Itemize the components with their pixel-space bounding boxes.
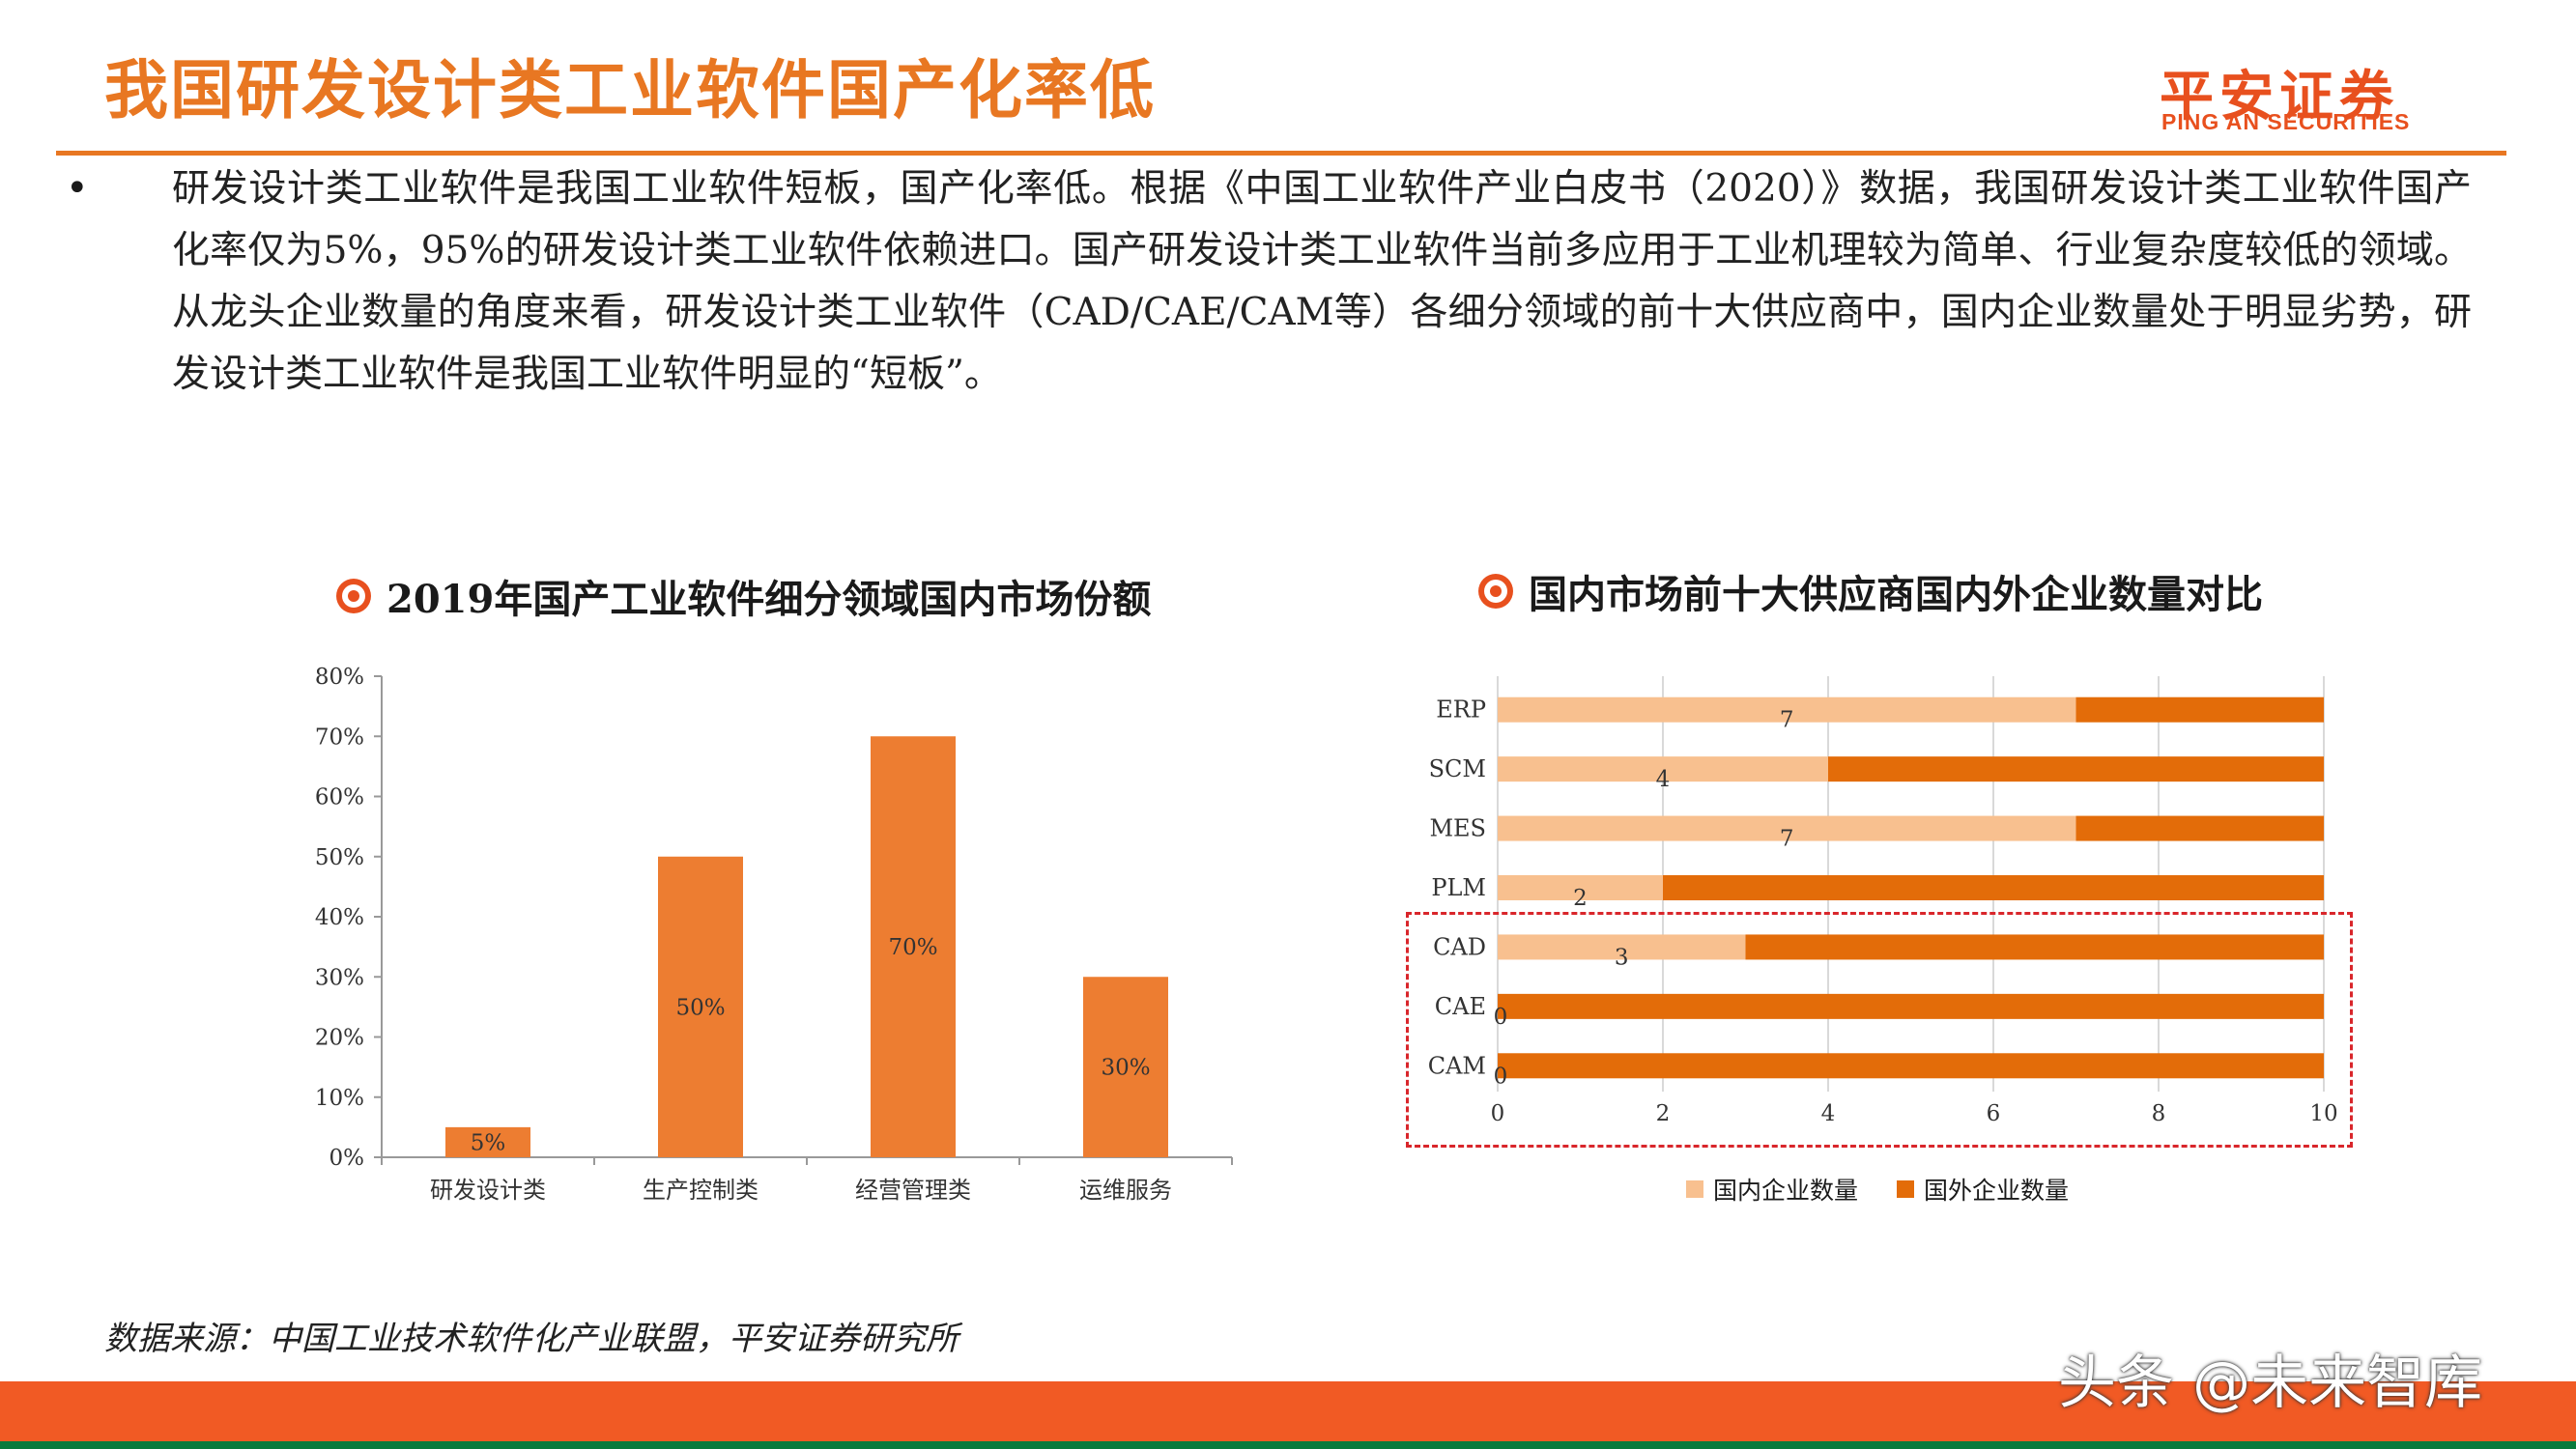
y-tick-label: 0% (329, 1146, 365, 1171)
y-tick-label: 70% (315, 724, 364, 750)
chart1-title-row: 2019年国产工业软件细分领域国内市场份额 (336, 568, 1151, 624)
x-tick-label: 6 (1987, 1101, 2001, 1126)
y-tick-label: PLM (1431, 874, 1486, 901)
data-label: 3 (1615, 945, 1629, 970)
bar-foreign (1498, 993, 2324, 1019)
data-label: 0 (1494, 1064, 1508, 1089)
data-label: 0 (1494, 1005, 1508, 1030)
bar-domestic (1498, 756, 1828, 782)
legend-label-foreign: 国外企业数量 (1924, 1177, 2070, 1205)
legend-label-domestic: 国内企业数量 (1713, 1177, 1859, 1205)
bullet-marker: • (66, 166, 89, 211)
bar-foreign (1498, 1053, 2324, 1079)
footer-accent-line (0, 1441, 2576, 1449)
logo-sub-text: PING AN SECURITIES (2161, 109, 2411, 134)
data-label: 70% (888, 935, 937, 960)
bar-foreign (1663, 875, 2324, 900)
footer-bar (0, 1381, 2576, 1449)
y-tick-label: 30% (315, 965, 364, 990)
header-divider (56, 151, 2506, 156)
data-label: 7 (1780, 827, 1794, 852)
x-tick-label: 10 (2309, 1101, 2337, 1126)
chart2-legend: 国内企业数量 国外企业数量 (1686, 1172, 2107, 1207)
chart2-title-row: 国内市场前十大供应商国内外企业数量对比 (1478, 563, 2263, 619)
y-tick-label: 60% (315, 785, 364, 810)
y-tick-label: CAD (1433, 933, 1486, 960)
watermark: 头条 @未来智库 (2058, 1350, 2483, 1417)
x-tick-label: 生产控制类 (643, 1177, 758, 1204)
data-label: 5% (471, 1130, 506, 1155)
bar-domestic (1498, 934, 1746, 960)
bar-domestic (1498, 815, 2076, 841)
bar-foreign (2075, 696, 2324, 723)
y-tick-label: 20% (315, 1026, 364, 1051)
x-tick-label: 0 (1491, 1101, 1505, 1126)
y-tick-label: 80% (315, 665, 364, 690)
source-note: 数据来源：中国工业技术软件化产业联盟，平安证券研究所 (104, 1320, 959, 1358)
legend-swatch-foreign (1897, 1180, 1915, 1198)
y-tick-label: 10% (315, 1086, 364, 1111)
data-label: 7 (1780, 708, 1794, 733)
chart2-title: 国内市场前十大供应商国内外企业数量对比 (1529, 572, 2263, 617)
bar (1083, 977, 1168, 1157)
bar-foreign (2075, 815, 2324, 841)
y-tick-label: 50% (315, 845, 364, 870)
highlight-box (1406, 912, 2353, 1148)
chart1-title: 2019年国产工业软件细分领域国内市场份额 (386, 577, 1152, 622)
y-tick-label: ERP (1436, 696, 1486, 724)
legend-item-domestic: 国内企业数量 (1686, 1172, 1858, 1207)
y-tick-label: CAM (1428, 1052, 1486, 1079)
y-tick-label: MES (1429, 815, 1486, 842)
x-tick-label: 运维服务 (1079, 1177, 1172, 1204)
x-tick-label: 2 (1656, 1101, 1671, 1126)
market-share-bar-chart: 0% 10% 20% 30% 40% 50% 60% 70% 80% 5% 研发设计类 50% 生产控制… (315, 665, 1233, 1204)
data-label: 30% (1101, 1056, 1150, 1081)
page-title: 我国研发设计类工业软件国产化率低 (104, 52, 1156, 128)
bar-domestic (1498, 696, 2076, 723)
logo-main-text: 平安证券 (2160, 66, 2399, 128)
data-label: 50% (675, 995, 725, 1020)
body-paragraph: 研发设计类工业软件是我国工业软件短板，国产化率低。根据《中国工业软件产业白皮书（… (172, 167, 2472, 396)
y-tick-label: CAE (1435, 993, 1486, 1020)
bar (658, 856, 743, 1157)
bar (871, 736, 956, 1157)
data-label: 4 (1656, 767, 1671, 792)
data-label: 2 (1573, 886, 1588, 911)
bar (445, 1126, 530, 1157)
legend-item-foreign: 国外企业数量 (1897, 1172, 2069, 1207)
bar-domestic (1498, 875, 1663, 900)
y-tick-label: 40% (315, 905, 364, 930)
y-tick-label: SCM (1429, 755, 1486, 782)
x-tick-label: 研发设计类 (430, 1177, 546, 1204)
target-icon (336, 579, 371, 613)
target-icon (1478, 574, 1513, 609)
x-tick-label: 4 (1821, 1101, 1836, 1126)
x-tick-label: 经营管理类 (855, 1177, 971, 1204)
bar-foreign (1828, 756, 2324, 782)
x-tick-label: 8 (2152, 1101, 2166, 1126)
legend-swatch-domestic (1686, 1180, 1703, 1198)
bar-foreign (1745, 934, 2324, 960)
brand-logo: 平安证券 PING AN SECURITIES (2111, 53, 2498, 140)
